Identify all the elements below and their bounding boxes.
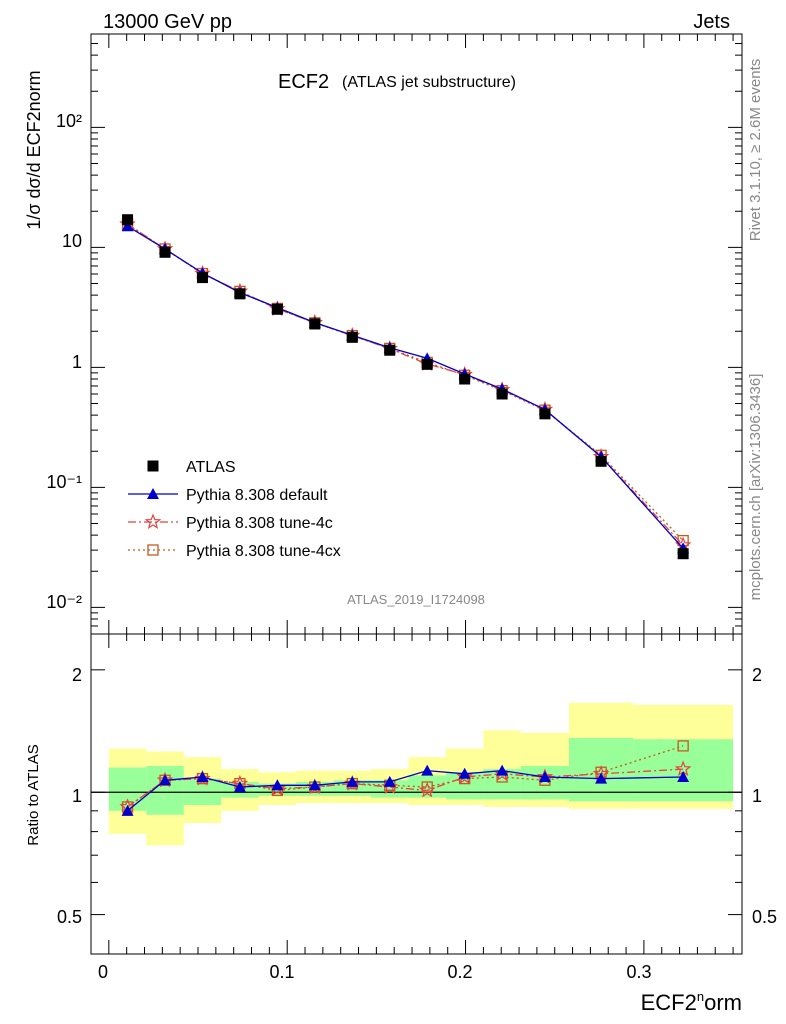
x-tick-label-1: 0.1 [269,962,294,982]
ratio-plot-frame [90,633,743,955]
main-y-tick-label-1: 10⁻¹ [46,472,82,492]
series-line-triangle [127,225,684,549]
main-point-square [459,373,471,385]
main-point-square [196,272,208,284]
ratio-y-axis-label: Ratio to ATLAS [25,744,42,845]
x-tick-label-2: 0.2 [447,962,472,982]
main-point-square [496,388,508,400]
x-axis-title-sup: n [697,989,704,1004]
plot-subtitle: (ATLAS jet substructure) [342,74,516,91]
ratio-y-tick-label-2: 2 [72,665,82,685]
main-point-square [384,344,396,356]
legend-label-0: ATLAS [186,459,236,476]
x-tick-label-0: 0 [98,962,108,982]
ratio-point-triangle [346,775,359,787]
ratio-y-tick-label-0: 0.5 [57,907,82,927]
x-tick-label-3: 0.3 [626,962,651,982]
ratio-point-star [381,778,399,795]
main-y-tick-label-2: 1 [72,352,82,372]
main-point-square [159,246,171,258]
ratio-point-triangle [233,780,246,792]
main-point-square [271,303,283,315]
ratio-band-inner [371,780,409,798]
ratio-point-triangle [421,764,434,776]
main-point-square [309,318,321,330]
x-axis-title-tail: orm [704,990,742,1015]
main-y-tick-label-0: 10⁻² [46,592,82,612]
ratio-point-triangle [196,771,209,783]
legend-marker-square [147,460,159,472]
ratio-point-triangle [271,779,284,791]
plot-title: ECF2 [278,71,329,93]
main-point-square [595,455,607,467]
ratio-point-star [269,780,286,796]
legend-label-1: Pythia 8.308 default [186,487,328,504]
main-point-square [677,548,689,560]
x-axis-title: ECF2norm [641,989,742,1015]
legend-marker-star [144,513,162,530]
ratio-point-triangle [308,779,321,791]
ratio-y-tick-label-right-2: 2 [752,665,762,685]
ratio-point-triangle [458,767,471,779]
ratio-band-inner [633,739,734,802]
process-label: Jets [693,11,730,33]
main-point-square [346,331,358,343]
ratio-point-open-square [677,740,689,752]
ratio-point-triangle [383,775,396,787]
ratio-line-open-square [127,745,684,808]
main-point-triangle [121,220,134,232]
analysis-id: ATLAS_2019_I1724098 [347,592,485,607]
ratio-band-inner [108,767,147,811]
ratio-y-tick-label-1: 1 [72,786,82,806]
energy-label: 13000 GeV pp [103,11,232,33]
ratio-point-star [418,781,436,798]
legend-marker-open-square [147,544,159,556]
ratio-line-triangle [127,769,684,812]
main-point-square [234,288,246,300]
legend-label-2: Pythia 8.308 tune-4c [186,515,333,532]
ratio-band-inner [568,737,634,802]
x-axis-title-main: ECF2 [641,990,697,1015]
ratio-point-triangle [595,772,608,784]
mcplots-note: mcplots.cern.ch [arXiv:1306.3436] [747,374,764,601]
ratio-point-triangle [159,774,172,786]
main-y-tick-label-3: 10 [62,231,82,251]
main-y-axis-label: 1/σ dσ/d ECF2norm [24,70,44,229]
main-point-square [539,408,551,420]
ratio-point-triangle [121,804,134,816]
ratio-point-triangle [677,771,690,783]
main-point-square [421,358,433,370]
rivet-version-note: Rivet 3.1.10, ≥ 2.6M events [747,59,764,242]
main-point-square [122,214,134,226]
ratio-point-triangle [538,771,551,783]
legend-marker-triangle [147,488,159,499]
main-y-tick-label-4: 10² [56,111,82,131]
ratio-y-tick-label-right-0: 0.5 [752,907,777,927]
ratio-point-star [456,768,473,785]
ratio-y-tick-label-right-1: 1 [752,786,762,806]
legend-label-3: Pythia 8.308 tune-4cx [186,543,341,560]
ratio-point-triangle [496,764,509,776]
